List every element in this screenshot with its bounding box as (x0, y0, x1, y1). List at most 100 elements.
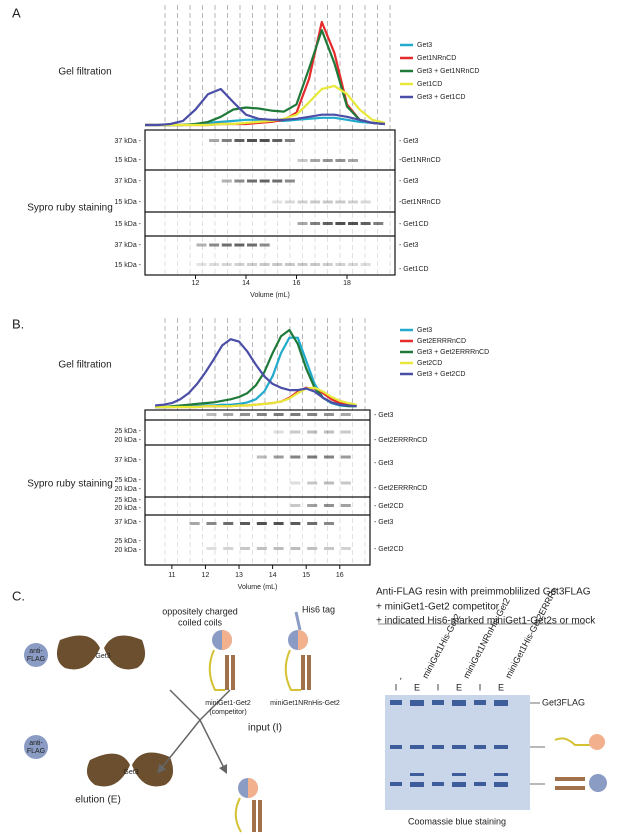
gel-band (221, 139, 232, 142)
protein-label: - Get2ERRRnCD (374, 437, 427, 444)
gel-band (322, 159, 333, 162)
lane-label: miniGet1His-Get2ERRRn (503, 585, 560, 680)
heading: + indicated His6-marked miniGet1-Get2s o… (376, 616, 596, 627)
marker-label: 25 kDa - (115, 497, 142, 504)
gel-band (256, 455, 267, 459)
gel-band (348, 263, 359, 266)
gel-band (340, 481, 351, 485)
x-tick-label: 15 (302, 572, 310, 579)
gel-frame (144, 409, 371, 566)
annotation: coiled coils (178, 617, 223, 627)
gel-band (206, 547, 217, 550)
marker-label: 20 kDa - (115, 547, 142, 554)
gel-band (223, 547, 234, 550)
gel-band (284, 139, 295, 142)
construct-label: miniGet1-Get2 (205, 700, 251, 707)
marker-label: 25 kDa - (115, 428, 142, 435)
gel-band (335, 200, 346, 204)
gel-band (297, 200, 308, 204)
gel-frame (144, 129, 396, 276)
marker-label: 37 kDa - (115, 138, 142, 145)
gel-band (272, 263, 283, 266)
elution-curve (154, 338, 357, 408)
gel-band (340, 455, 351, 459)
minigt-competitor (208, 630, 235, 691)
gel-band (206, 413, 217, 416)
legend-label: Get2ERRRnCD (417, 338, 466, 345)
gel-band (259, 179, 270, 183)
protein-label: - Get3 (399, 138, 419, 145)
gel-band (223, 522, 234, 525)
gel-band (335, 159, 346, 162)
gel-band (348, 222, 359, 225)
stain-label: Sypro ruby staining (27, 203, 113, 214)
gel-band (307, 522, 318, 525)
gel-band (259, 139, 270, 142)
get3-right (104, 635, 146, 670)
marker-label: 25 kDa - (115, 477, 142, 484)
gel-band (240, 522, 251, 525)
gel-band (360, 200, 371, 204)
gel-band (221, 179, 232, 183)
x-tick-label: 14 (269, 572, 277, 579)
protein-label: - Get1CD (399, 221, 429, 228)
gel-band (307, 547, 318, 550)
band-label: Get3FLAG (542, 697, 585, 707)
gel-band (323, 522, 334, 525)
marker-label: 37 kDa - (115, 178, 142, 185)
legend-label: Get3 (417, 327, 432, 334)
marker-label: 37 kDa - (115, 242, 142, 249)
gel-band (206, 522, 217, 525)
gel-band (189, 522, 200, 525)
anti-flag-bead (24, 643, 48, 667)
gel-band (335, 263, 346, 266)
protein-label: - Get2ERRRnCD (374, 485, 427, 492)
gel-band (310, 200, 321, 204)
x-tick-label: 14 (242, 280, 250, 287)
panel-label: A (12, 5, 21, 20)
gel-band (209, 243, 220, 247)
gel-band (340, 504, 351, 507)
gel-band (256, 522, 267, 525)
panel-label: B. (12, 316, 24, 331)
lane-io: I (437, 682, 440, 692)
protein-label: - Get3 (399, 178, 419, 185)
protein-label: - Get3 (374, 519, 394, 526)
gel-band (290, 522, 301, 525)
gel-band (348, 200, 359, 204)
x-tick-label: 16 (336, 572, 344, 579)
protein-label: -Get1NRnCD (399, 199, 441, 206)
gel-band (297, 159, 308, 162)
gel-band (256, 413, 267, 416)
gel-band (323, 430, 334, 434)
marker-label: 15 kDa - (115, 157, 142, 164)
minigt-nrn (284, 611, 311, 691)
gel-band (307, 430, 318, 434)
gel-band (259, 263, 270, 266)
gel-band (196, 263, 207, 266)
legend-label: Get3 + Get1NRnCD (417, 68, 479, 75)
gel-band (307, 455, 318, 459)
gel-band (272, 200, 283, 204)
gel-band (340, 547, 351, 550)
legend-label: Get3 + Get1CD (417, 94, 465, 101)
gel-band (290, 504, 301, 507)
legend-label: Get3 (417, 42, 432, 49)
annotation: input (I) (248, 723, 282, 734)
construct-label: miniGet1NRnHis-Get2 (270, 700, 340, 707)
gel-band (247, 139, 258, 142)
gel-band (290, 430, 301, 434)
released-competitor (234, 778, 262, 833)
lane-label: - (395, 675, 405, 682)
gel-band (256, 547, 267, 550)
lane-io: E (456, 682, 462, 692)
gel-band (273, 455, 284, 459)
gel-band (310, 263, 321, 266)
gel-band (297, 263, 308, 266)
gel-band (310, 159, 321, 162)
stain-label: Coomassie blue staining (408, 816, 506, 826)
protein-label: -Get1NRnCD (399, 157, 441, 164)
gel-band (209, 139, 220, 142)
stain-label: Sypro ruby staining (27, 479, 113, 490)
